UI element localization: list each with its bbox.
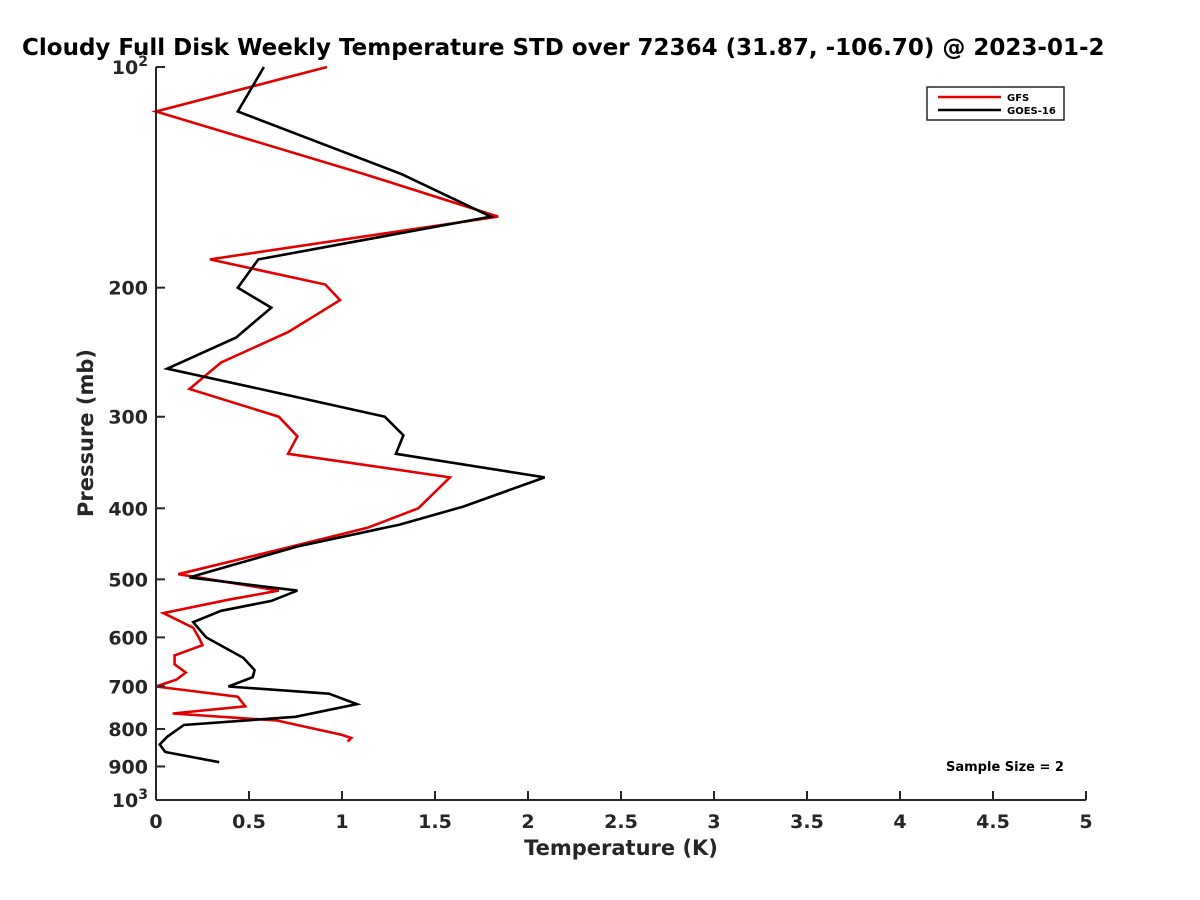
x-tick-label-9: 4.5 bbox=[976, 811, 1010, 833]
y-tick-label-9: 103 bbox=[112, 787, 148, 812]
series-layer bbox=[151, 65, 546, 764]
y-tick-label-7: 800 bbox=[108, 719, 148, 741]
y-tick-label-1: 200 bbox=[108, 278, 148, 300]
chart-title: Cloudy Full Disk Weekly Temperature STD … bbox=[22, 35, 1105, 61]
y-ticks: 102 200 300 400 500 600 700 800 900 103 bbox=[108, 54, 165, 812]
y-tick-label-5: 600 bbox=[108, 627, 148, 649]
x-tick-label-2: 1 bbox=[335, 811, 348, 833]
x-ticks: 0 0.5 1 1.5 2 2.5 3 3.5 4 4.5 5 bbox=[149, 791, 1093, 833]
x-tick-label-7: 3.5 bbox=[790, 811, 824, 833]
y-tick-label-6: 700 bbox=[108, 676, 148, 698]
x-tick-label-6: 3 bbox=[707, 811, 720, 833]
x-axis-label: Temperature (K) bbox=[524, 836, 718, 860]
x-tick-label-1: 0.5 bbox=[232, 811, 266, 833]
x-tick-label-8: 4 bbox=[893, 811, 906, 833]
x-tick-label-5: 2.5 bbox=[604, 811, 638, 833]
y-tick-label-3: 400 bbox=[108, 498, 148, 520]
legend-label-goes-16: GOES-16 bbox=[1007, 106, 1056, 117]
legend-box bbox=[926, 86, 1065, 121]
y-axis-label: Pressure (mb) bbox=[74, 349, 98, 517]
y-tick-label-0: 102 bbox=[112, 54, 148, 79]
x-tick-label-0: 0 bbox=[149, 811, 162, 833]
x-tick-label-3: 1.5 bbox=[418, 811, 452, 833]
series-line-goes-16 bbox=[157, 66, 546, 764]
y-tick-label-2: 300 bbox=[108, 407, 148, 429]
x-tick-label-4: 2 bbox=[521, 811, 534, 833]
y-tick-label-4: 500 bbox=[108, 569, 148, 591]
x-tick-label-10: 5 bbox=[1079, 811, 1092, 833]
legend-label-gfs: GFS bbox=[1007, 93, 1029, 104]
y-tick-label-8: 900 bbox=[108, 756, 148, 778]
legend: GFS GOES-16 bbox=[926, 86, 1065, 121]
sample-size-annotation: Sample Size = 2 bbox=[946, 760, 1064, 775]
